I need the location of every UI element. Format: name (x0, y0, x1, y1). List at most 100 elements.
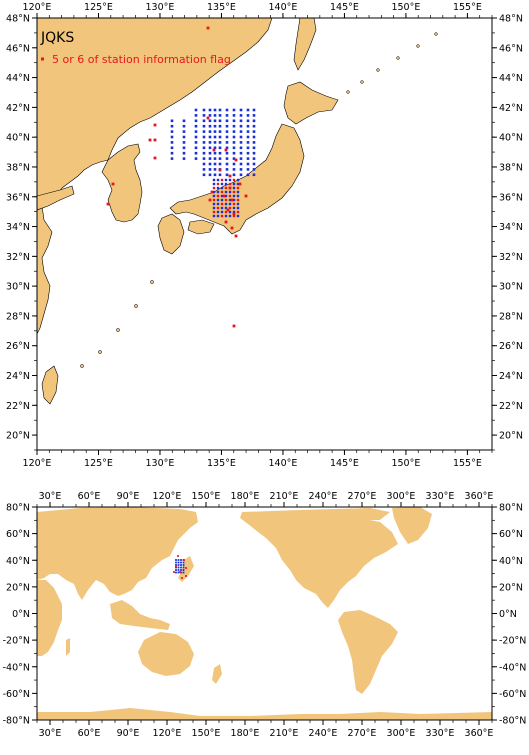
lon-tick-label-bottom: 360°E (465, 728, 494, 739)
station-marker (202, 168, 206, 171)
station-marker (218, 130, 222, 133)
station-marker (220, 202, 224, 206)
kyushu-island (157, 213, 185, 255)
station-marker (239, 157, 243, 160)
station-marker (175, 564, 177, 566)
lat-tick-label-left: 22°N (6, 401, 30, 412)
kuril-island (416, 44, 420, 48)
station-marker (236, 198, 240, 202)
station-marker (182, 569, 185, 571)
station-marker (236, 210, 240, 214)
station-marker (225, 114, 229, 117)
station-marker (238, 182, 242, 186)
station-marker (225, 146, 229, 150)
station-marker (180, 564, 182, 566)
station-marker (182, 571, 185, 574)
lat-tick-label-left: 20°N (6, 431, 30, 442)
lon-tick-label-top: 210°E (270, 491, 299, 502)
korea-peninsula (101, 143, 143, 223)
station-marker (170, 124, 174, 128)
station-marker (246, 124, 250, 128)
station-marker (232, 119, 236, 123)
station-marker (216, 210, 220, 214)
regional-map: 120°E 120°E 125°E 125°E 130°E 130°E 135°E 135°E… (6, 2, 523, 469)
station-marker (236, 206, 240, 210)
station-marker (208, 114, 212, 117)
station-marker (225, 135, 229, 139)
station-marker (179, 571, 181, 573)
lon-tick-label-top: 330°E (426, 491, 455, 502)
station-marker (225, 151, 229, 155)
taiwan-island (41, 365, 59, 405)
station-marker (234, 158, 238, 162)
station-marker (228, 190, 232, 194)
station-marker (208, 141, 212, 144)
station-marker (228, 202, 232, 206)
station-marker (244, 194, 248, 198)
regional-map-frame (36, 17, 493, 451)
station-marker (224, 190, 228, 194)
lon-tick-label-bottom: 210°E (270, 728, 299, 739)
station-marker (228, 206, 232, 210)
lon-tick-label-top: 180°E (231, 491, 260, 502)
station-marker (239, 173, 243, 177)
station-marker (194, 157, 198, 160)
station-marker (224, 186, 228, 190)
station-marker (208, 124, 212, 128)
lon-tick-label-top: 130°E (146, 2, 175, 13)
station-marker (252, 146, 256, 150)
station-marker (228, 198, 232, 202)
lat-tick-label-right: 48°N (499, 14, 523, 25)
station-marker (170, 135, 174, 139)
station-marker (212, 186, 216, 190)
lon-tick-label-bottom: 120°E (153, 728, 182, 739)
station-marker (202, 114, 206, 117)
africa (37, 580, 62, 656)
station-marker (225, 168, 229, 171)
lat-tick-label-left: 46°N (6, 43, 30, 54)
station-marker (252, 173, 256, 177)
station-marker (202, 151, 206, 155)
station-marker (225, 162, 229, 166)
lat-tick-label-left: -40°N (3, 662, 30, 673)
lon-tick-label-top: 140°E (269, 2, 298, 13)
station-marker (225, 108, 229, 112)
station-marker (208, 168, 212, 171)
station-marker (175, 565, 177, 567)
station-marker (194, 146, 198, 150)
station-marker (239, 135, 243, 139)
station-marker (170, 146, 174, 150)
station-marker (153, 156, 157, 160)
station-marker (236, 182, 240, 186)
station-marker (220, 186, 224, 190)
lat-tick-label-left: -60°N (3, 689, 30, 700)
station-marker (220, 198, 224, 202)
station-marker (216, 190, 220, 194)
station-marker (224, 194, 228, 198)
station-marker (228, 174, 232, 178)
station-marker (239, 141, 243, 144)
station-marker (239, 151, 243, 155)
station-marker (232, 173, 236, 177)
lon-tick-label-bottom: 90°E (117, 728, 140, 739)
station-marker (208, 198, 212, 202)
station-marker (208, 157, 212, 160)
station-markers (106, 26, 256, 328)
station-marker (232, 146, 236, 150)
station-marker (218, 135, 222, 139)
station-marker (208, 135, 212, 139)
lat-tick-label-right: 44°N (499, 73, 523, 84)
station-marker (153, 123, 157, 127)
station-marker (232, 114, 236, 117)
station-marker (228, 194, 232, 198)
station-marker (224, 202, 228, 206)
station-marker (252, 114, 256, 117)
station-marker (239, 168, 243, 171)
station-marker (252, 157, 256, 160)
station-marker (212, 210, 216, 214)
station-marker (232, 212, 236, 216)
lon-tick-label-bottom: 140°E (269, 458, 298, 469)
ryukyu-island (116, 328, 120, 332)
shikoku-island (187, 219, 215, 235)
shandong-peninsula (37, 185, 75, 211)
